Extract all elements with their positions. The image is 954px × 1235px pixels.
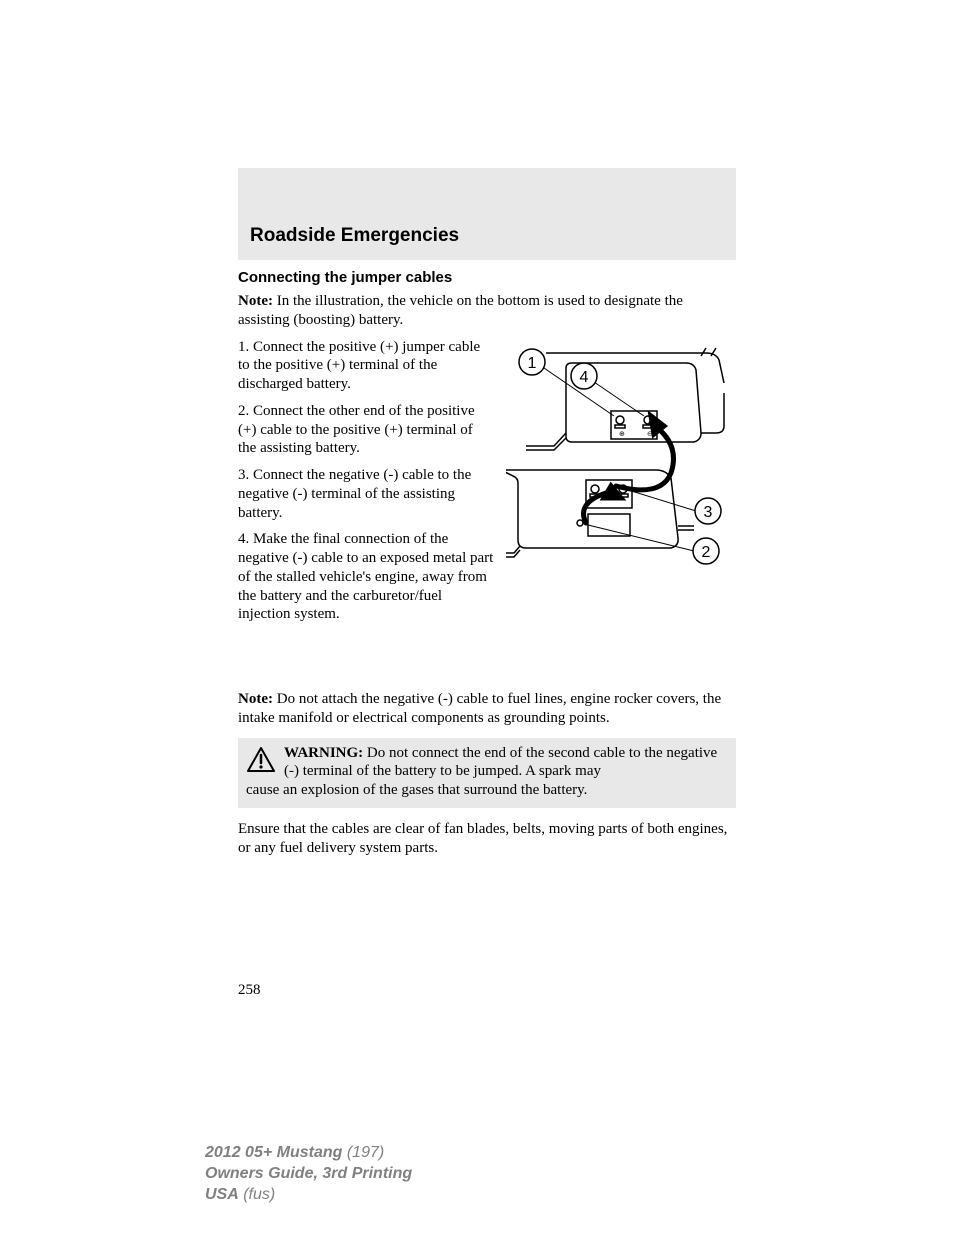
closing-text: Ensure that the cables are clear of fan … [238, 820, 736, 858]
section-title: Roadside Emergencies [238, 225, 736, 261]
footer-suffix: (fus) [239, 1186, 275, 1203]
note-label-2: Note: [238, 691, 273, 707]
warning-line-2: cause an explosion of the gases that sur… [246, 781, 728, 800]
note-1-text: In the illustration, the vehicle on the … [238, 293, 683, 328]
steps-and-diagram: 1. Connect the positive (+) jumper cable… [238, 338, 736, 633]
warning-text-top: WARNING: Do not connect the end of the s… [284, 744, 728, 782]
page-number: 258 [238, 982, 261, 999]
step-3: 3. Connect the negative (-) cable to the… [238, 466, 494, 522]
footer-code: (197) [342, 1144, 384, 1161]
subheading: Connecting the jumper cables [238, 269, 736, 286]
step-1: 1. Connect the positive (+) jumper cable… [238, 338, 494, 394]
step-2: 2. Connect the other end of the positive… [238, 402, 494, 458]
note-2: Note: Do not attach the negative (-) cab… [238, 690, 736, 728]
diagram-label-2: 2 [702, 544, 711, 561]
footer-line-3: USA (fus) [205, 1185, 412, 1206]
footer-line-2: Owners Guide, 3rd Printing [205, 1164, 412, 1185]
jumper-cable-diagram: ⊕ ⊖ [506, 338, 736, 608]
diagram-label-3: 3 [704, 504, 713, 521]
footer-line-1: 2012 05+ Mustang (197) [205, 1143, 412, 1164]
note-2-text: Do not attach the negative (-) cable to … [238, 691, 721, 726]
note-1: Note: In the illustration, the vehicle o… [238, 292, 736, 330]
page-content: Roadside Emergencies Connecting the jump… [238, 225, 736, 865]
note-label: Note: [238, 293, 273, 309]
footer-region: USA [205, 1186, 239, 1203]
diagram-column: ⊕ ⊖ [506, 338, 736, 613]
steps-column: 1. Connect the positive (+) jumper cable… [238, 338, 494, 633]
diagram-label-4: 4 [580, 369, 589, 386]
diagram-label-1: 1 [528, 355, 537, 372]
warning-triangle-icon [246, 746, 276, 774]
svg-text:⊕: ⊕ [619, 431, 625, 438]
warning-label: WARNING: [284, 745, 363, 761]
warning-box: WARNING: Do not connect the end of the s… [238, 738, 736, 808]
footer-model: 2012 05+ Mustang [205, 1144, 342, 1161]
step-4: 4. Make the final connection of the nega… [238, 530, 494, 624]
footer: 2012 05+ Mustang (197) Owners Guide, 3rd… [205, 1143, 412, 1205]
